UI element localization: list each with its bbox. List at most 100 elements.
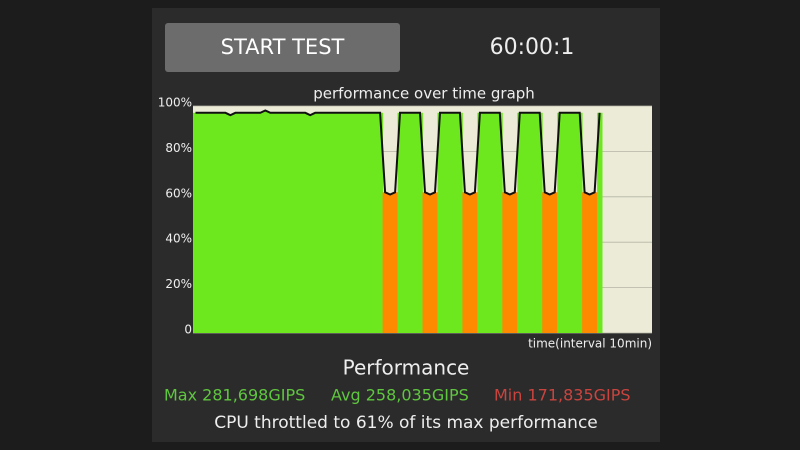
sample-bar: [512, 192, 518, 333]
start-test-button[interactable]: START TEST: [165, 23, 400, 72]
sample-bar: [577, 112, 583, 333]
sample-bar: [292, 112, 299, 333]
sample-bar: [402, 112, 408, 333]
sample-bar: [212, 112, 219, 333]
sample-bar: [382, 192, 388, 333]
y-tick-label: 0: [184, 323, 192, 337]
sample-bar: [447, 112, 453, 333]
sample-bar: [252, 112, 259, 333]
sample-bar: [502, 192, 508, 333]
sample-bar: [542, 192, 548, 333]
sample-bar: [492, 112, 498, 333]
sample-bar: [307, 115, 314, 333]
x-axis-label: time(interval 10min): [528, 337, 652, 351]
sample-bar: [497, 112, 503, 333]
sample-bar: [437, 112, 443, 333]
sample-bar: [527, 112, 533, 333]
sample-bar: [367, 112, 374, 333]
sample-bar: [417, 112, 423, 333]
sample-bar: [487, 112, 493, 333]
performance-line: [195, 109, 601, 196]
sample-bar: [327, 112, 334, 333]
sample-bar: [267, 112, 274, 333]
sample-bar: [272, 112, 279, 333]
sample-bar: [282, 112, 289, 333]
sample-bar: [557, 112, 563, 333]
sample-bar: [532, 112, 538, 333]
sample-bar: [317, 112, 324, 333]
sample-bar: [312, 112, 319, 333]
sample-bar: [457, 112, 463, 333]
sample-bar: [407, 112, 413, 333]
sample-bar: [202, 112, 209, 333]
sample-bar: [337, 112, 344, 333]
sample-bar: [477, 112, 483, 333]
sample-bar: [507, 194, 513, 333]
sample-bar: [432, 192, 438, 333]
chart-title: performance over time graph: [313, 85, 535, 103]
sample-bar: [467, 194, 473, 333]
sample-bar: [392, 192, 398, 333]
sample-bar: [242, 112, 249, 333]
sample-bar: [247, 112, 254, 333]
y-tick-label: 60%: [165, 186, 192, 200]
sample-bar: [362, 112, 369, 333]
sample-bar: [472, 192, 478, 333]
sample-bar: [562, 112, 568, 333]
y-tick-label: 100%: [158, 96, 192, 110]
sample-bar: [357, 112, 364, 333]
sample-bar: [552, 192, 558, 333]
sample-bar: [567, 112, 573, 333]
sample-bar: [412, 112, 418, 333]
sample-bar: [597, 112, 603, 333]
sample-bar: [332, 112, 339, 333]
sample-bar: [257, 112, 264, 333]
sample-bar: [287, 112, 294, 333]
max-stat: Max 281,698GIPS: [164, 386, 305, 405]
summary: CPU throttled to 61% of its max performa…: [214, 413, 598, 433]
sample-bar: [587, 194, 593, 333]
sample-bar: [277, 112, 284, 333]
sample-bar: [352, 112, 359, 333]
sample-bar: [592, 192, 598, 333]
min-stat: Min 171,835GIPS: [494, 386, 631, 405]
avg-stat: Avg 258,035GIPS: [331, 386, 469, 405]
sample-bar: [547, 194, 553, 333]
sample-bar: [397, 112, 403, 333]
sample-bar: [217, 112, 224, 333]
sample-bar: [452, 112, 458, 333]
sample-bar: [372, 112, 378, 333]
sample-bar: [342, 112, 349, 333]
sample-bar: [222, 112, 229, 333]
sample-bar: [442, 112, 448, 333]
sample-bar: [322, 112, 329, 333]
sample-bar: [237, 112, 244, 333]
sample-bar: [377, 112, 383, 333]
sample-bar: [302, 112, 309, 333]
sample-bar: [193, 112, 199, 333]
y-tick-label: 80%: [165, 141, 192, 155]
sample-bar: [207, 112, 214, 333]
sample-bar: [572, 112, 578, 333]
sample-bar: [297, 112, 304, 333]
results-heading: Performance: [343, 356, 470, 380]
sample-bar: [262, 110, 269, 333]
sample-bar: [422, 192, 428, 333]
sample-bar: [227, 115, 234, 333]
sample-bar: [517, 112, 523, 333]
sample-bar: [232, 112, 239, 333]
sample-bar: [387, 194, 393, 333]
sample-bar: [427, 194, 433, 333]
y-tick-label: 40%: [165, 232, 192, 246]
y-tick-label: 20%: [165, 277, 192, 291]
timer: 60:00:1: [489, 35, 575, 60]
sample-bar: [522, 112, 528, 333]
sample-bar: [347, 112, 354, 333]
sample-bar: [537, 112, 543, 333]
sample-bar: [482, 112, 488, 333]
sample-bar: [462, 192, 468, 333]
sample-bar: [197, 112, 204, 333]
sample-bar: [582, 192, 588, 333]
